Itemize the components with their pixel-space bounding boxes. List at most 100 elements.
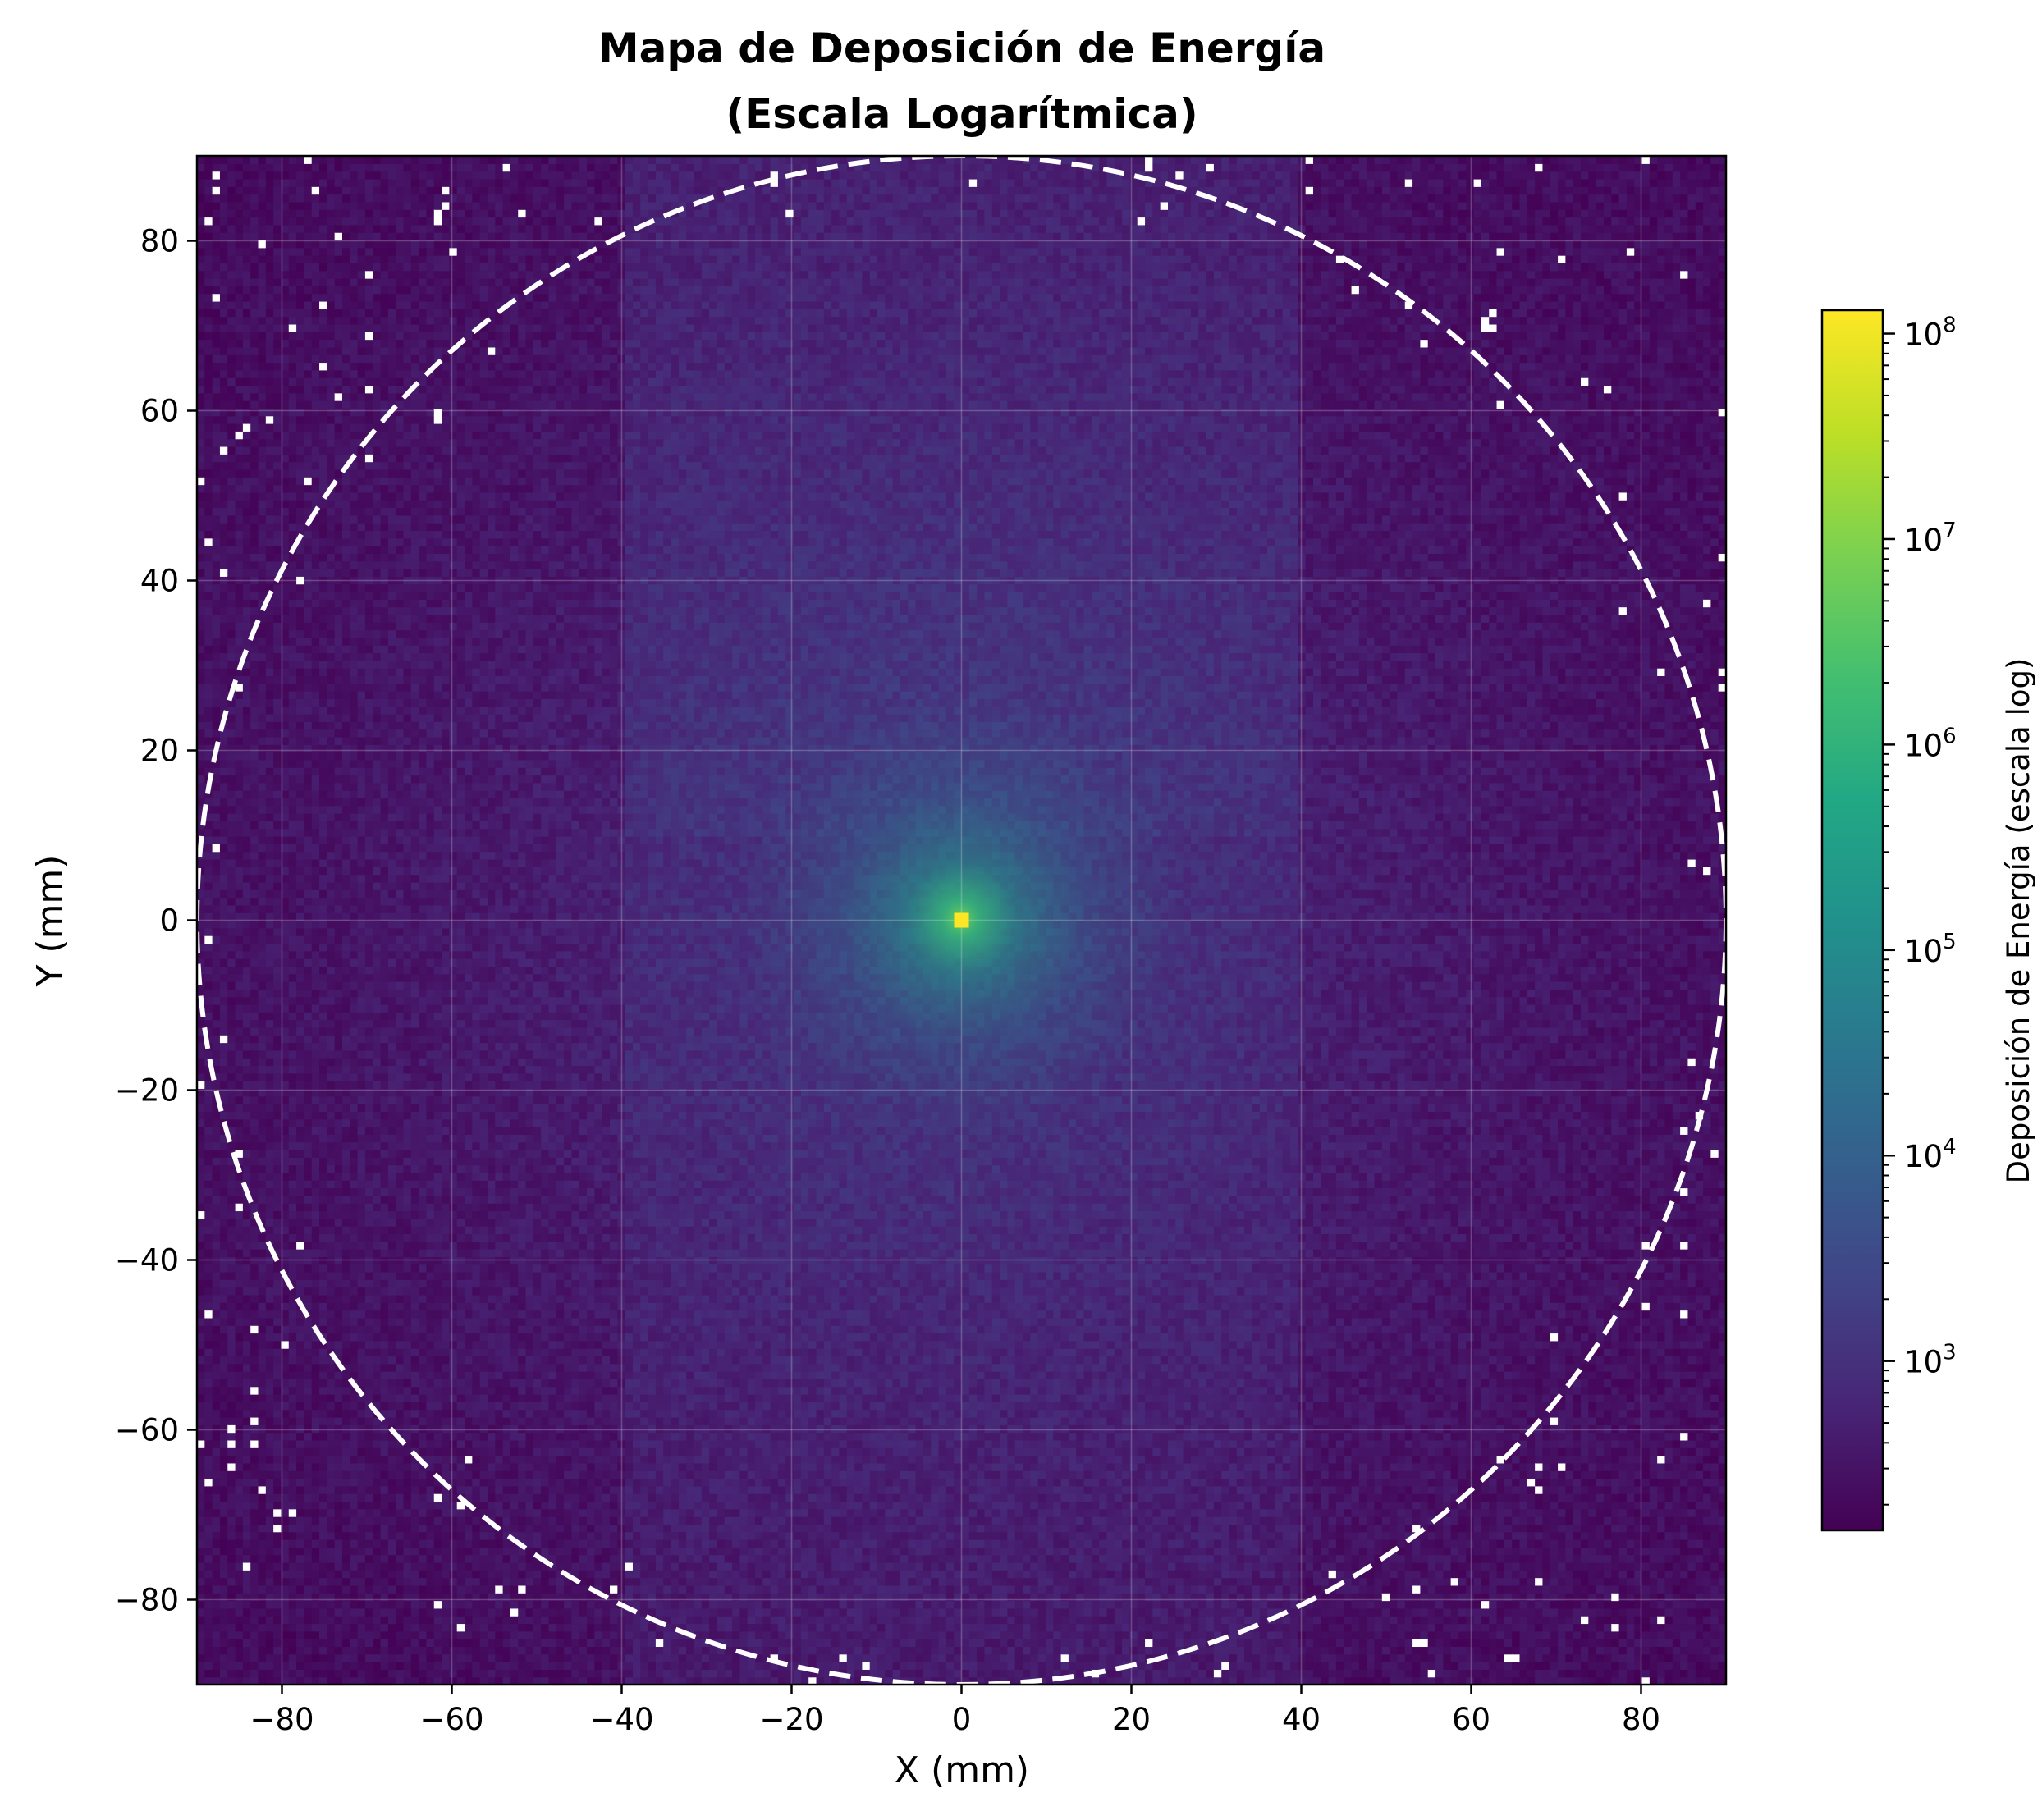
heatmap-cell	[243, 1501, 251, 1509]
heatmap-cell	[289, 1203, 297, 1211]
heatmap-cell	[327, 186, 335, 194]
heatmap-cell	[213, 1623, 221, 1631]
heatmap-cell	[289, 423, 297, 432]
heatmap-cell	[273, 1639, 282, 1647]
heatmap-cell	[312, 194, 320, 203]
heatmap-cell	[236, 1371, 244, 1379]
heatmap-cell	[227, 1111, 236, 1119]
heatmap-cell	[220, 286, 228, 294]
heatmap-cell	[266, 882, 274, 890]
heatmap-cell	[273, 1555, 282, 1563]
heatmap-cell	[250, 1096, 259, 1104]
heatmap-cell	[296, 477, 304, 485]
heatmap-cell	[335, 1119, 343, 1127]
heatmap-cell	[220, 698, 228, 707]
heatmap-cell	[266, 744, 274, 752]
heatmap-cell	[319, 561, 327, 569]
heatmap-cell	[243, 232, 251, 240]
heatmap-cell	[236, 530, 244, 538]
heatmap-cell	[213, 248, 221, 256]
heatmap-cell	[335, 1539, 343, 1548]
heatmap-cell	[243, 1173, 251, 1181]
heatmap-cell	[236, 179, 244, 187]
heatmap-cell	[327, 1111, 335, 1119]
heatmap-cell	[312, 477, 320, 485]
heatmap-cell	[213, 340, 221, 348]
heatmap-cell	[204, 263, 213, 271]
heatmap-cell	[227, 538, 236, 546]
heatmap-cell	[213, 515, 221, 524]
heatmap-cell	[335, 898, 343, 906]
heatmap-cell	[319, 523, 327, 531]
heatmap-cell	[312, 721, 320, 729]
heatmap-cell	[327, 1578, 335, 1586]
heatmap-cell	[227, 492, 236, 501]
heatmap-cell	[227, 507, 236, 515]
heatmap-cell	[266, 675, 274, 684]
heatmap-cell	[327, 652, 335, 661]
heatmap-cell	[197, 1402, 205, 1410]
heatmap-cell	[266, 974, 274, 982]
heatmap-cell	[266, 507, 274, 515]
heatmap-cell	[266, 1272, 274, 1280]
heatmap-cell	[213, 1302, 221, 1310]
heatmap-cell	[220, 1012, 228, 1020]
heatmap-cell	[304, 607, 312, 615]
heatmap-cell	[259, 561, 267, 569]
heatmap-cell	[335, 1662, 343, 1670]
heatmap-cell	[197, 569, 205, 577]
heatmap-cell	[296, 898, 304, 906]
heatmap-cell	[335, 301, 343, 309]
heatmap-cell	[296, 875, 304, 883]
heatmap-cell	[197, 714, 205, 722]
heatmap-cell	[289, 370, 297, 378]
heatmap-cell	[227, 1318, 236, 1326]
heatmap-cell	[273, 1601, 282, 1609]
heatmap-cell	[266, 500, 274, 508]
heatmap-cell	[236, 1065, 244, 1073]
heatmap-cell	[289, 668, 297, 676]
heatmap-cell	[250, 286, 259, 294]
heatmap-cell	[220, 370, 228, 378]
heatmap-cell	[236, 1249, 244, 1257]
heatmap-cell	[220, 951, 228, 959]
heatmap-cell	[213, 1417, 221, 1425]
heatmap-cell	[243, 752, 251, 761]
heatmap-cell	[236, 981, 244, 990]
heatmap-cell	[204, 286, 213, 294]
heatmap-cell	[273, 921, 282, 929]
heatmap-cell	[312, 1501, 320, 1509]
heatmap-cell	[327, 1264, 335, 1273]
heatmap-cell	[319, 1058, 327, 1066]
heatmap-cell	[236, 1456, 244, 1464]
heatmap-cell	[250, 1295, 259, 1303]
heatmap-cell	[197, 1532, 205, 1540]
heatmap-cell	[236, 1669, 244, 1677]
heatmap-cell	[220, 813, 228, 821]
heatmap-cell	[236, 1188, 244, 1196]
heatmap-cell	[327, 645, 335, 653]
heatmap-cell	[213, 652, 221, 661]
heatmap-cell	[250, 1379, 259, 1387]
heatmap-cell	[243, 248, 251, 256]
heatmap-cell	[327, 1027, 335, 1036]
heatmap-cell	[204, 1456, 213, 1464]
heatmap-cell	[236, 1402, 244, 1410]
heatmap-cell	[312, 1623, 320, 1631]
heatmap-cell	[197, 1065, 205, 1073]
heatmap-cell	[289, 1601, 297, 1609]
heatmap-cell	[266, 1264, 274, 1273]
heatmap-cell	[236, 821, 244, 829]
heatmap-cell	[197, 400, 205, 409]
heatmap-cell	[296, 1134, 304, 1142]
heatmap-cell	[266, 1463, 274, 1471]
heatmap-cell	[296, 309, 304, 317]
heatmap-cell	[304, 1096, 312, 1104]
heatmap-cell	[243, 905, 251, 913]
heatmap-cell	[312, 538, 320, 546]
heatmap-cell	[266, 163, 274, 171]
heatmap-cell	[304, 171, 312, 180]
heatmap-cell	[243, 1127, 251, 1135]
heatmap-cell	[243, 363, 251, 371]
heatmap-cell	[236, 408, 244, 416]
